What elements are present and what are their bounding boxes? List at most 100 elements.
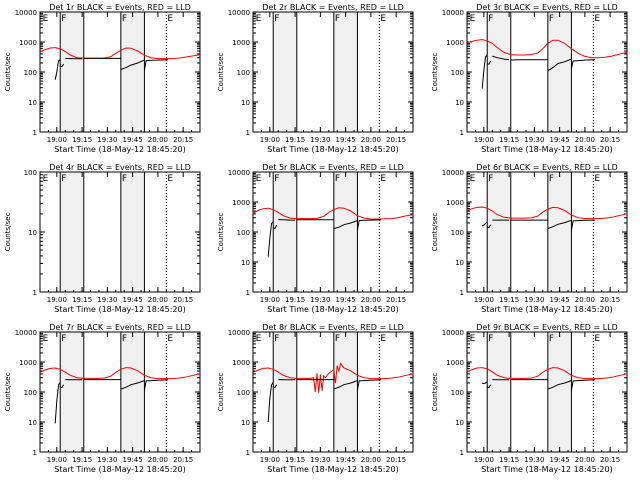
y-tick-label: 10: [28, 99, 37, 107]
y-tick-label: 1000: [232, 39, 250, 47]
y-tick-label: 10: [455, 419, 464, 427]
y-tick-label: 10000: [442, 9, 464, 17]
events-series-line: [486, 224, 492, 229]
y-tick-label: 1000: [232, 199, 250, 207]
lld-series-line: [466, 206, 628, 220]
x-tick-label: 19:00: [260, 456, 280, 464]
x-tick-label: 19:45: [123, 136, 143, 144]
panel-title: Det 1r BLACK = Events, RED = LLD: [49, 3, 191, 12]
x-tick-label: 19:30: [310, 456, 330, 464]
marker-label: E: [167, 174, 173, 184]
x-tick-label: 19:45: [550, 456, 570, 464]
events-series-line: [267, 382, 274, 423]
x-tick-label: 19:00: [474, 456, 494, 464]
lld-series-line: [466, 39, 628, 59]
x-tick-label: 19:00: [474, 136, 494, 144]
y-tick-label: 100: [237, 389, 250, 397]
x-axis-label: Start Time (18-May-12 18:45:20): [481, 145, 612, 154]
panel-9: 1 10 100 1000 10000 19:00 19:15 19:30 19:45 20:00…: [431, 323, 628, 474]
marker-label: F: [549, 334, 554, 344]
x-tick-label: 19:30: [310, 136, 330, 144]
marker-label: E: [167, 14, 173, 24]
x-tick-label: 20:00: [148, 296, 168, 304]
y-tick-label: 10000: [442, 329, 464, 337]
x-tick-label: 19:15: [285, 456, 305, 464]
x-tick-label: 19:30: [524, 136, 544, 144]
y-tick-label: 1000: [446, 39, 464, 47]
x-tick-label: 19:45: [123, 296, 143, 304]
marker-label: E: [380, 334, 386, 344]
x-tick-label: 19:45: [123, 456, 143, 464]
events-series-line: [487, 60, 492, 65]
events-series-line: [570, 379, 596, 391]
marker-label: F: [122, 14, 127, 24]
y-tick-label: 100: [24, 69, 37, 77]
events-series-line: [59, 384, 65, 389]
y-axis-label: Counts/sec: [431, 53, 439, 92]
lld-series-line: [39, 47, 201, 60]
y-axis-label: Counts/sec: [217, 373, 225, 412]
y-axis-label: Counts/sec: [217, 53, 225, 92]
events-series-line: [481, 54, 488, 89]
marker-label: F: [335, 14, 340, 24]
marker-label: F: [488, 14, 493, 24]
x-tick-label: 20:00: [148, 456, 168, 464]
events-series-line: [482, 381, 488, 385]
shaded-interval: [273, 172, 297, 292]
y-tick-label: 100: [451, 229, 464, 237]
panel-title: Det 9r BLACK = Events, RED = LLD: [476, 323, 618, 332]
y-tick-label: 10: [241, 99, 250, 107]
x-tick-label: 19:00: [47, 296, 67, 304]
x-axis-label: Start Time (18-May-12 18:45:20): [54, 305, 185, 314]
x-tick-label: 19:45: [336, 136, 356, 144]
marker-label: F: [549, 174, 554, 184]
panel-3: 1 10 100 1000 10000 19:00 19:15 19:30 19:45 20:00…: [431, 3, 628, 154]
x-tick-label: 19:00: [47, 456, 67, 464]
x-axis-label: Start Time (18-May-12 18:45:20): [54, 465, 185, 474]
x-tick-label: 19:45: [550, 136, 570, 144]
x-tick-label: 19:30: [310, 296, 330, 304]
y-tick-label: 1: [33, 129, 37, 137]
y-tick-label: 1000: [19, 359, 37, 367]
panel-5: 1 10 100 1000 10000 19:00 19:15 19:30 19:45 20:00…: [217, 163, 414, 314]
x-tick-label: 19:30: [97, 136, 117, 144]
panel-title: Det 3r BLACK = Events, RED = LLD: [476, 3, 618, 12]
x-tick-label: 19:15: [285, 136, 305, 144]
x-tick-label: 19:00: [260, 136, 280, 144]
x-tick-label: 19:30: [524, 456, 544, 464]
y-tick-label: 10: [455, 99, 464, 107]
marker-label: E: [470, 174, 476, 184]
y-tick-label: 10: [28, 229, 37, 237]
lld-series-line: [252, 362, 414, 393]
panel-2: 1 10 100 1000 10000 19:00 19:15 19:30 19:45 20:00…: [217, 3, 414, 154]
y-axis-label: Counts/sec: [4, 53, 12, 92]
shaded-interval: [273, 12, 297, 132]
y-tick-label: 1000: [19, 39, 37, 47]
events-series-line: [278, 219, 296, 221]
panel-title: Det 4r BLACK = Events, RED = LLD: [49, 163, 191, 172]
x-axis-label: Start Time (18-May-12 18:45:20): [481, 305, 612, 314]
y-tick-label: 10000: [228, 329, 250, 337]
x-axis-label: Start Time (18-May-12 18:45:20): [267, 305, 398, 314]
x-tick-label: 19:45: [550, 296, 570, 304]
shaded-interval: [60, 172, 84, 292]
shaded-interval: [120, 332, 145, 452]
marker-label: E: [256, 174, 262, 184]
x-tick-label: 20:00: [575, 456, 595, 464]
lld-series-line: [39, 367, 201, 380]
panel-title: Det 2r BLACK = Events, RED = LLD: [262, 3, 404, 12]
panel-4: 1 10 100 19:00 19:15 19:30 19:45 20:00 20:15 E F F E…: [4, 163, 201, 314]
panel-6: 1 10 100 1000 10000 19:00 19:15 19:30 19:45 20:00…: [431, 163, 628, 314]
y-tick-label: 1: [246, 289, 250, 297]
shaded-interval: [333, 12, 358, 132]
events-series-line: [492, 55, 510, 61]
y-tick-label: 1: [460, 289, 464, 297]
x-tick-label: 20:15: [600, 296, 620, 304]
marker-label: F: [61, 174, 66, 184]
events-series-line: [356, 219, 382, 231]
x-tick-label: 20:15: [173, 296, 193, 304]
events-series-line: [59, 63, 65, 68]
events-series-line: [272, 384, 278, 389]
y-tick-label: 10: [241, 259, 250, 267]
